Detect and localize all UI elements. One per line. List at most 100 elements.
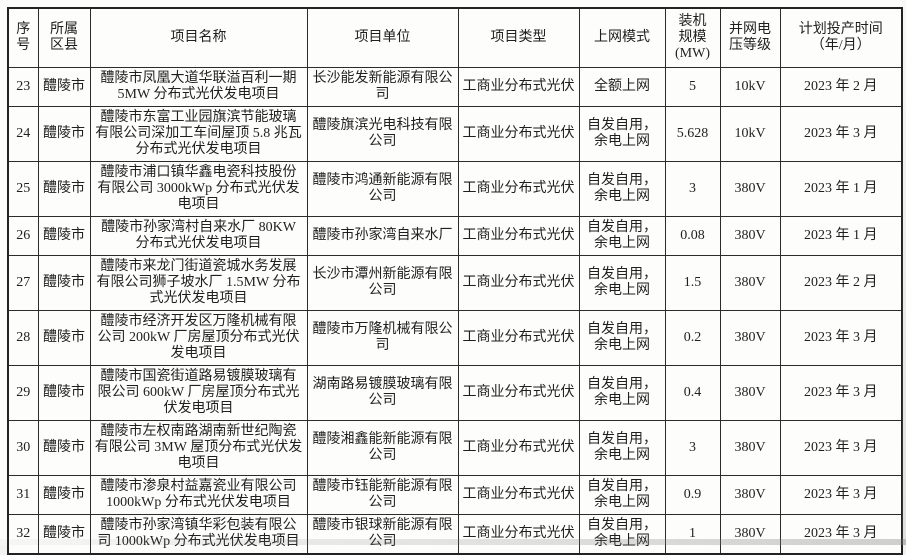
- header-capacity: 装机 规模 (MW): [664, 7, 721, 68]
- cell-name: 醴陵市东富工业园旗滨节能玻璃有限公司深加工车间屋顶 5.8 兆瓦分布式光伏发电项…: [89, 106, 308, 162]
- cell-mode: 自发自用，余电上网: [578, 365, 666, 421]
- cell-seq: 24: [7, 106, 39, 162]
- table-row: 23 醴陵市 醴陵市凤凰大道华联溢百利一期 5MW 分布式光伏发电项目 长沙能发新能源…: [7, 67, 903, 107]
- cell-district: 醴陵市: [37, 106, 91, 162]
- cell-date: 2023 年 3 月: [779, 475, 903, 515]
- cell-seq: 25: [7, 161, 39, 217]
- cell-district: 醴陵市: [37, 67, 91, 107]
- cell-mode: 自发自用，余电上网: [578, 255, 666, 311]
- cell-type: 工商业分布式光伏: [457, 310, 580, 366]
- header-name: 项目名称: [89, 7, 308, 68]
- cell-capacity: 0.2: [664, 310, 721, 366]
- cell-type: 工商业分布式光伏: [457, 216, 580, 256]
- cell-voltage: 380V: [719, 475, 781, 515]
- cell-seq: 27: [7, 255, 39, 311]
- cell-capacity: 1: [664, 514, 721, 555]
- cell-unit: 湖南路易镀膜玻璃有限公司: [306, 365, 459, 421]
- cell-seq: 30: [7, 420, 39, 476]
- cell-date: 2023 年 2 月: [779, 255, 903, 311]
- scan-edge-shadow-bottom: [0, 539, 906, 545]
- cell-seq: 29: [7, 365, 39, 421]
- cell-capacity: 3: [664, 420, 721, 476]
- cell-seq: 28: [7, 310, 39, 366]
- table-row: 28 醴陵市 醴陵市经济开发区万隆机械有限公司 200kW 厂房屋顶分布式光伏发电项…: [7, 310, 903, 366]
- cell-seq: 31: [7, 475, 39, 515]
- cell-capacity: 1.5: [664, 255, 721, 311]
- header-unit: 项目单位: [306, 7, 459, 68]
- cell-unit: 醴陵旗滨光电科技有限公司: [306, 106, 459, 162]
- cell-unit: 醴陵市鸿通新能源有限公司: [306, 161, 459, 217]
- header-voltage: 并网电 压等级: [719, 7, 781, 68]
- cell-date: 2023 年 3 月: [779, 310, 903, 366]
- cell-district: 醴陵市: [37, 310, 91, 366]
- cell-capacity: 3: [664, 161, 721, 217]
- cell-type: 工商业分布式光伏: [457, 475, 580, 515]
- header-row: 序 号所属 区县 项目名称 项目单位 项目类型 上网模式 装机 规模 (MW) 并网电 压等…: [7, 7, 903, 68]
- cell-type: 工商业分布式光伏: [457, 106, 580, 162]
- table-header: 序 号所属 区县 项目名称 项目单位 项目类型 上网模式 装机 规模 (MW) 并网电 压等…: [7, 7, 903, 68]
- cell-name: 醴陵市来龙门街道瓷城水务发展有限公司狮子坡水厂 1.5MW 分布式光伏发电项目: [89, 255, 308, 311]
- cell-name: 醴陵市孙家湾镇华彩包装有限公司 1000kWp 分布式光伏发电项目: [89, 514, 308, 555]
- pv-projects-table: 序 号所属 区县 项目名称 项目单位 项目类型 上网模式 装机 规模 (MW) 并网电 压等…: [7, 7, 903, 555]
- header-district: 所属 区县: [37, 7, 91, 68]
- cell-voltage: 380V: [719, 420, 781, 476]
- cell-name: 醴陵市渗泉村益嘉瓷业有限公司 1000kWp 分布式光伏发电项目: [89, 475, 308, 515]
- cell-mode: 全额上网: [578, 67, 666, 107]
- cell-name: 醴陵市孙家湾村自来水厂 80KW 分布式光伏发电项目: [89, 216, 308, 256]
- cell-mode: 自发自用，余电上网: [578, 475, 666, 515]
- cell-date: 2023 年 1 月: [779, 161, 903, 217]
- cell-name: 醴陵市经济开发区万隆机械有限公司 200kW 厂房屋顶分布式光伏发电项目: [89, 310, 308, 366]
- cell-unit: 醴陵湘鑫能新能源有限公司: [306, 420, 459, 476]
- cell-voltage: 380V: [719, 255, 781, 311]
- cell-district: 醴陵市: [37, 365, 91, 421]
- cell-voltage: 380V: [719, 514, 781, 555]
- cell-type: 工商业分布式光伏: [457, 161, 580, 217]
- cell-capacity: 0.08: [664, 216, 721, 256]
- cell-district: 醴陵市: [37, 475, 91, 515]
- header-seq: 序 号: [7, 7, 39, 68]
- cell-unit: 醴陵市钰能新能源有限公司: [306, 475, 459, 515]
- cell-voltage: 10kV: [719, 106, 781, 162]
- cell-district: 醴陵市: [37, 161, 91, 217]
- cell-name: 醴陵市国瓷街道路易镀膜玻璃有限公司 600kW 厂房屋顶分布式光伏发电项目: [89, 365, 308, 421]
- cell-date: 2023 年 3 月: [779, 365, 903, 421]
- cell-mode: 自发自用，余电上网: [578, 420, 666, 476]
- table-body: 23 醴陵市 醴陵市凤凰大道华联溢百利一期 5MW 分布式光伏发电项目 长沙能发新能源…: [7, 67, 903, 555]
- cell-voltage: 380V: [719, 365, 781, 421]
- cell-unit: 长沙市潭州新能源有限公司: [306, 255, 459, 311]
- cell-mode: 自发自用，余电上网: [578, 216, 666, 256]
- cell-type: 工商业分布式光伏: [457, 67, 580, 107]
- cell-mode: 自发自用，余电上网: [578, 310, 666, 366]
- table-row: 27 醴陵市 醴陵市来龙门街道瓷城水务发展有限公司狮子坡水厂 1.5MW 分布式光伏…: [7, 255, 903, 311]
- cell-date: 2023 年 3 月: [779, 514, 903, 555]
- cell-voltage: 380V: [719, 216, 781, 256]
- cell-name: 醴陵市左权南路湖南新世纪陶瓷有限公司 3MW 屋顶分布式光伏发电项目: [89, 420, 308, 476]
- cell-type: 工商业分布式光伏: [457, 365, 580, 421]
- cell-date: 2023 年 2 月: [779, 67, 903, 107]
- cell-unit: 醴陵市银球新能源有限公司: [306, 514, 459, 555]
- cell-seq: 26: [7, 216, 39, 256]
- header-date: 计划投产时间 （年/月）: [779, 7, 903, 68]
- cell-capacity: 0.4: [664, 365, 721, 421]
- cell-capacity: 5.628: [664, 106, 721, 162]
- cell-voltage: 380V: [719, 310, 781, 366]
- cell-date: 2023 年 1 月: [779, 216, 903, 256]
- cell-mode: 自发自用，余电上网: [578, 161, 666, 217]
- cell-type: 工商业分布式光伏: [457, 514, 580, 555]
- cell-type: 工商业分布式光伏: [457, 420, 580, 476]
- cell-unit: 醴陵市万隆机械有限公司: [306, 310, 459, 366]
- table-row: 24 醴陵市 醴陵市东富工业园旗滨节能玻璃有限公司深加工车间屋顶 5.8 兆瓦分布式…: [7, 106, 903, 162]
- table-row: 30 醴陵市 醴陵市左权南路湖南新世纪陶瓷有限公司 3MW 屋顶分布式光伏发电项目醴…: [7, 420, 903, 476]
- cell-mode: 自发自用，余电上网: [578, 514, 666, 555]
- cell-unit: 醴陵市孙家湾自来水厂: [306, 216, 459, 256]
- cell-voltage: 10kV: [719, 67, 781, 107]
- table-row: 31 醴陵市 醴陵市渗泉村益嘉瓷业有限公司 1000kWp 分布式光伏发电项目 醴陵市…: [7, 475, 903, 515]
- cell-district: 醴陵市: [37, 514, 91, 555]
- cell-name: 醴陵市浦口镇华鑫电瓷科技股份有限公司 3000kWp 分布式光伏发电项目: [89, 161, 308, 217]
- header-mode: 上网模式: [578, 7, 666, 68]
- cell-district: 醴陵市: [37, 255, 91, 311]
- cell-name: 醴陵市凤凰大道华联溢百利一期 5MW 分布式光伏发电项目: [89, 67, 308, 107]
- scan-edge-shadow-right: [902, 0, 906, 545]
- cell-date: 2023 年 3 月: [779, 420, 903, 476]
